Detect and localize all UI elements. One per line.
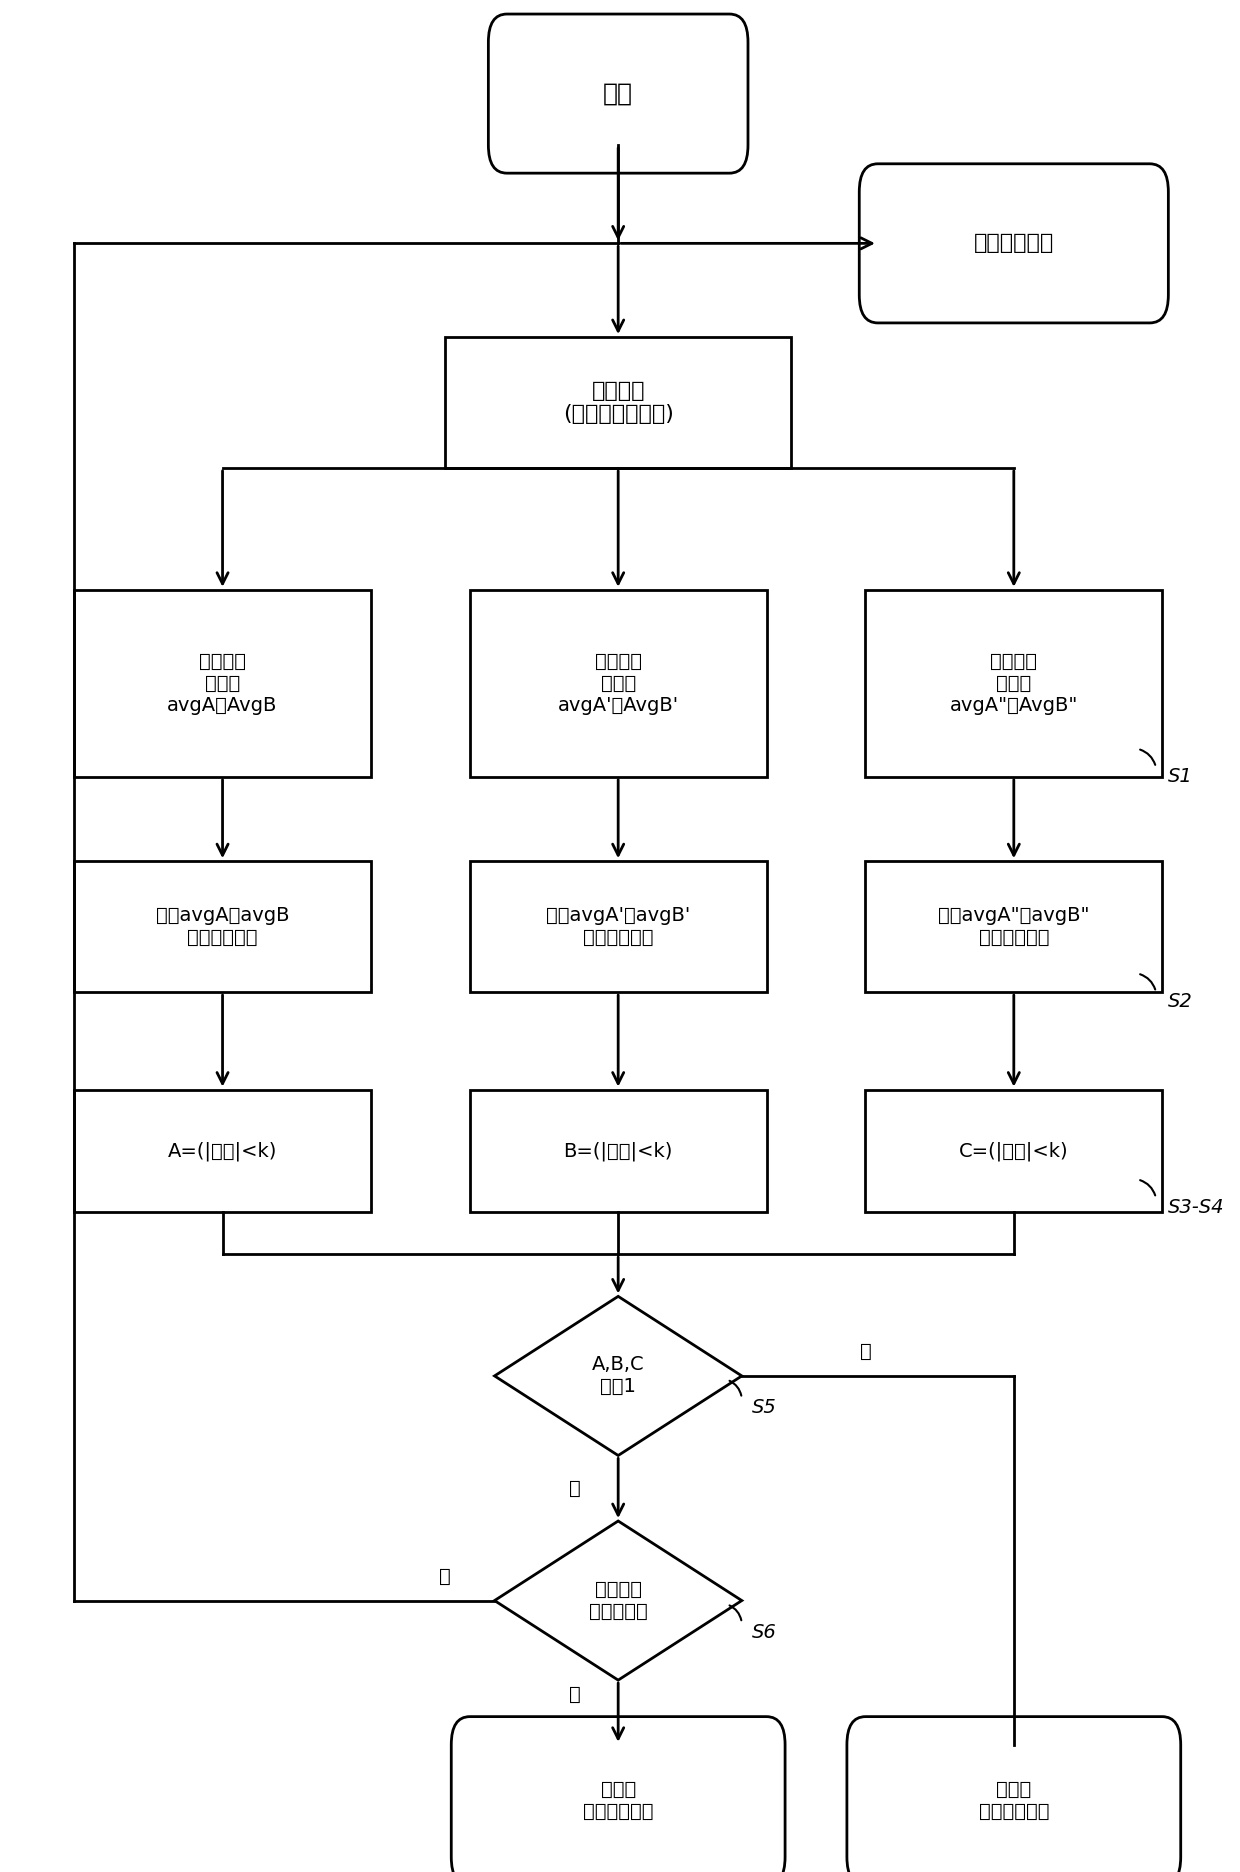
Text: 随机分组
平均成
avgA"，AvgB": 随机分组 平均成 avgA"，AvgB" bbox=[950, 651, 1078, 715]
FancyBboxPatch shape bbox=[470, 590, 766, 777]
FancyBboxPatch shape bbox=[451, 1717, 785, 1872]
Polygon shape bbox=[495, 1295, 742, 1456]
Text: S5: S5 bbox=[751, 1398, 776, 1417]
Text: 无信号
停止采集数据: 无信号 停止采集数据 bbox=[583, 1780, 653, 1821]
Text: 接受数据
(平均前单次数据): 接受数据 (平均前单次数据) bbox=[563, 380, 673, 425]
Text: 设备采集数据: 设备采集数据 bbox=[973, 234, 1054, 253]
FancyBboxPatch shape bbox=[74, 1090, 371, 1213]
Polygon shape bbox=[495, 1520, 742, 1681]
Text: 计算avgA，avgB
的互相关系数: 计算avgA，avgB 的互相关系数 bbox=[156, 906, 289, 947]
Text: 随机分组
平均成
avgA'，AvgB': 随机分组 平均成 avgA'，AvgB' bbox=[558, 651, 678, 715]
FancyBboxPatch shape bbox=[859, 163, 1168, 322]
Text: S3-S4: S3-S4 bbox=[1168, 1198, 1225, 1217]
FancyBboxPatch shape bbox=[489, 13, 748, 172]
Text: 是: 是 bbox=[569, 1685, 580, 1704]
Text: S6: S6 bbox=[751, 1623, 776, 1642]
FancyBboxPatch shape bbox=[470, 1090, 766, 1213]
Text: 计算avgA'，avgB'
的互相关系数: 计算avgA'，avgB' 的互相关系数 bbox=[546, 906, 691, 947]
Text: S2: S2 bbox=[1168, 992, 1193, 1011]
Text: 达到最大
迭代次数？: 达到最大 迭代次数？ bbox=[589, 1580, 647, 1621]
FancyBboxPatch shape bbox=[866, 590, 1162, 777]
Text: S1: S1 bbox=[1168, 768, 1193, 786]
Text: A=(|时滞|<k): A=(|时滞|<k) bbox=[167, 1142, 278, 1161]
FancyBboxPatch shape bbox=[470, 861, 766, 992]
Text: 随机分组
平均成
avgA，AvgB: 随机分组 平均成 avgA，AvgB bbox=[167, 651, 278, 715]
Text: 有信号
停止采集数据: 有信号 停止采集数据 bbox=[978, 1780, 1049, 1821]
Text: C=(|时滞|<k): C=(|时滞|<k) bbox=[959, 1142, 1069, 1161]
Text: 否: 否 bbox=[439, 1567, 451, 1586]
FancyBboxPatch shape bbox=[866, 1090, 1162, 1213]
FancyBboxPatch shape bbox=[866, 861, 1162, 992]
FancyBboxPatch shape bbox=[847, 1717, 1180, 1872]
Text: 开始: 开始 bbox=[603, 82, 634, 105]
FancyBboxPatch shape bbox=[74, 590, 371, 777]
Text: 计算avgA"，avgB"
的互相关系数: 计算avgA"，avgB" 的互相关系数 bbox=[939, 906, 1090, 947]
Text: A,B,C
都为1: A,B,C 都为1 bbox=[591, 1355, 645, 1397]
Text: B=(|时滞|<k): B=(|时滞|<k) bbox=[563, 1142, 673, 1161]
FancyBboxPatch shape bbox=[445, 337, 791, 468]
Text: 否: 否 bbox=[569, 1479, 580, 1498]
FancyBboxPatch shape bbox=[74, 861, 371, 992]
Text: 是: 是 bbox=[859, 1342, 872, 1361]
